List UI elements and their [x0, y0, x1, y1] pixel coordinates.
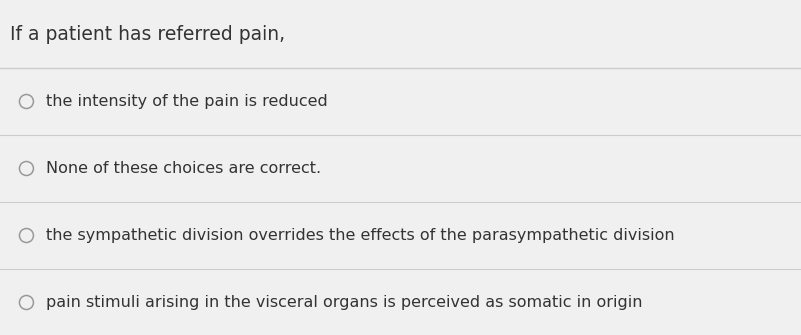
- Text: the intensity of the pain is reduced: the intensity of the pain is reduced: [46, 94, 328, 109]
- Ellipse shape: [19, 161, 34, 176]
- Bar: [0, 0, 801, 68]
- Text: None of these choices are correct.: None of these choices are correct.: [46, 161, 321, 176]
- Text: the sympathetic division overrides the effects of the parasympathetic division: the sympathetic division overrides the e…: [46, 228, 675, 243]
- Bar: [0, 135, 801, 202]
- Text: pain stimuli arising in the visceral organs is perceived as somatic in origin: pain stimuli arising in the visceral org…: [46, 295, 643, 310]
- Ellipse shape: [19, 94, 34, 109]
- Ellipse shape: [19, 295, 34, 310]
- Bar: [0, 202, 801, 269]
- Ellipse shape: [19, 228, 34, 243]
- Bar: [0, 68, 801, 135]
- Text: If a patient has referred pain,: If a patient has referred pain,: [10, 24, 284, 44]
- Bar: [0, 269, 801, 335]
